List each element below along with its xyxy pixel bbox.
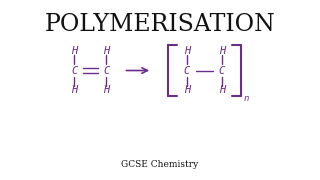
Text: H: H (71, 46, 77, 56)
Text: H: H (219, 85, 225, 95)
Text: H: H (184, 85, 190, 95)
Text: H: H (103, 46, 109, 56)
Text: H: H (71, 85, 77, 95)
Text: n: n (244, 94, 249, 103)
Text: H: H (219, 46, 225, 56)
Text: GCSE Chemistry: GCSE Chemistry (121, 160, 199, 169)
Text: POLYMERISATION: POLYMERISATION (44, 13, 276, 36)
Text: C: C (184, 66, 190, 75)
Text: C: C (103, 66, 109, 75)
Text: H: H (184, 46, 190, 56)
Text: C: C (219, 66, 225, 75)
Text: H: H (103, 85, 109, 95)
Text: C: C (71, 66, 77, 75)
